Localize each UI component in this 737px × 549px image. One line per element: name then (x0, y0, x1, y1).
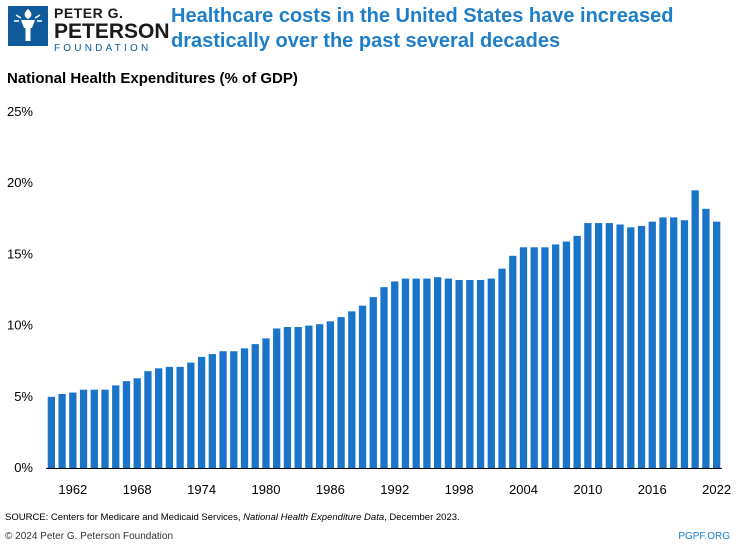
bar-2015 (637, 225, 646, 468)
y-tick-label: 15% (7, 246, 33, 261)
bar-1964 (90, 389, 98, 468)
bar-2009 (573, 235, 581, 468)
bar-2004 (519, 247, 528, 468)
logo-torch-icon (8, 6, 48, 46)
bar-2019 (680, 220, 689, 468)
bar-1990 (369, 297, 377, 468)
bar-1985 (315, 324, 324, 468)
bar-1965 (101, 389, 109, 468)
bar-1997 (444, 278, 453, 468)
logo-line-1: PETER G. (54, 5, 124, 21)
bar-1970 (155, 368, 163, 468)
bar-1994 (412, 278, 420, 468)
bar-1986 (326, 321, 334, 468)
bar-1962 (69, 392, 77, 468)
bar-1988 (348, 311, 356, 468)
source-note: SOURCE: Centers for Medicare and Medicai… (5, 512, 460, 523)
x-tick-label: 2004 (509, 482, 538, 497)
y-tick-label: 10% (7, 318, 33, 333)
bar-1989 (358, 305, 367, 468)
bar-1968 (133, 378, 141, 468)
bar-1996 (434, 277, 442, 468)
bar-2011 (594, 223, 603, 468)
bar-1966 (112, 385, 120, 468)
bar-1992 (391, 281, 399, 468)
bar-1983 (294, 327, 302, 468)
bar-1975 (208, 354, 216, 468)
logo-line-2: PETERSON (54, 20, 170, 43)
bar-1969 (144, 371, 152, 468)
bar-1971 (165, 366, 174, 468)
bar-2000 (476, 280, 485, 468)
bar-2016 (648, 221, 656, 468)
bar-1973 (187, 362, 195, 468)
bar-1982 (283, 327, 292, 468)
site-link[interactable]: PGPF.ORG (678, 531, 730, 542)
bar-2014 (627, 227, 635, 468)
bar-1967 (122, 381, 131, 468)
x-tick-label: 1974 (187, 482, 216, 497)
bar-1972 (176, 366, 184, 468)
source-title: National Health Expenditure Data (243, 512, 385, 523)
bar-2002 (498, 268, 506, 468)
bar-2010 (584, 223, 592, 468)
bar-1963 (79, 389, 88, 468)
bar-1977 (230, 351, 238, 468)
y-tick-label: 20% (7, 175, 33, 190)
x-tick-label: 1986 (316, 482, 345, 497)
bar-1974 (197, 356, 206, 468)
source-suffix: , December 2023. (384, 512, 460, 523)
bar-2022 (712, 221, 721, 468)
x-tick-label: 1980 (252, 482, 281, 497)
bar-1960 (47, 396, 56, 468)
x-tick-label: 1962 (58, 482, 87, 497)
chart-title: National Health Expenditures (% of GDP) (7, 70, 298, 87)
bar-2006 (541, 247, 549, 468)
bar-1998 (455, 280, 463, 468)
x-tick-label: 1998 (445, 482, 474, 497)
bar-2013 (616, 224, 624, 468)
bar-1961 (58, 393, 66, 468)
bar-2003 (509, 255, 517, 468)
bar-1976 (219, 351, 227, 468)
x-tick-label: 2016 (638, 482, 667, 497)
bar-2018 (670, 217, 678, 468)
headline: Healthcare costs in the United States ha… (171, 5, 674, 52)
x-tick-label: 1992 (380, 482, 409, 497)
bar-2001 (487, 278, 495, 468)
y-tick-label: 5% (14, 389, 33, 404)
y-tick-label: 0% (14, 460, 33, 475)
bar-1981 (273, 328, 281, 468)
logo-wordmark: PETER G. PETERSON FOUNDATION (54, 6, 170, 54)
bar-2007 (552, 244, 560, 468)
bar-2021 (702, 208, 710, 468)
bar-2008 (562, 241, 571, 468)
bar-1995 (423, 278, 431, 468)
bar-1978 (240, 348, 249, 468)
bar-1993 (401, 278, 410, 468)
bar-2017 (659, 217, 667, 468)
bar-1991 (380, 287, 388, 468)
y-tick-label: 25% (7, 104, 33, 119)
x-tick-label: 2022 (702, 482, 731, 497)
source-prefix: SOURCE: Centers for Medicare and Medicai… (5, 512, 244, 523)
bar-1999 (466, 280, 474, 468)
x-tick-label: 2010 (573, 482, 602, 497)
bar-1987 (337, 317, 345, 468)
logo-line-3: FOUNDATION (54, 43, 152, 54)
bar-2012 (605, 223, 613, 468)
bar-1984 (305, 325, 313, 468)
bar-chart: 0% 5% 10% 15% 20% 25% 1962 1968 1974 1980 1986 1992… (7, 104, 731, 497)
x-tick-label: 1968 (123, 482, 152, 497)
bar-1980 (262, 338, 270, 468)
bar-2005 (530, 247, 538, 468)
bar-2020 (691, 190, 699, 468)
copyright: © 2024 Peter G. Peterson Foundation (5, 531, 174, 542)
logo: PETER G. PETERSON FOUNDATION (8, 6, 170, 54)
bar-1979 (251, 344, 259, 468)
